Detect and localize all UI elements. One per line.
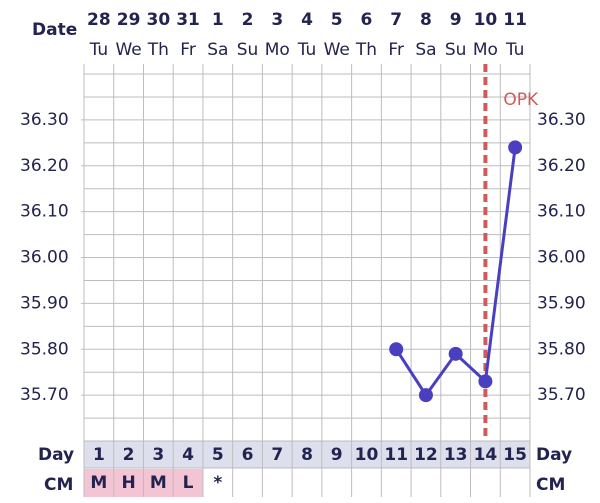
day-number: 12: [414, 445, 438, 465]
temp-point: [389, 342, 404, 357]
y-tick-label: 35.80: [20, 339, 69, 359]
y-tick-label: 36.10: [20, 202, 69, 222]
weekday-label: Tu: [505, 40, 525, 60]
temp-point: [478, 374, 493, 389]
y-tick-label: 36.30: [20, 110, 69, 130]
cm-cell: [173, 469, 203, 497]
opk-label: OPK: [503, 90, 539, 110]
weekday-label: Th: [147, 40, 169, 60]
day-number: 8: [301, 445, 313, 465]
y-tick-label: 36.30: [537, 110, 586, 130]
y-tick-label: 35.80: [537, 339, 586, 359]
weekday-label: Sa: [207, 40, 228, 60]
date-label: 10: [474, 10, 498, 30]
y-tick-label: 36.20: [20, 156, 69, 176]
date-label: 29: [117, 10, 141, 30]
day-number: 10: [355, 445, 379, 465]
cm-label: CM: [44, 475, 73, 495]
temp-point: [508, 140, 523, 155]
day-number: 13: [444, 445, 468, 465]
day-label: Day: [536, 445, 572, 465]
cm-cell: [113, 469, 144, 497]
day-number: 15: [503, 445, 527, 465]
temp-point: [448, 346, 463, 361]
y-tick-label: 36.20: [537, 156, 586, 176]
day-number: 4: [182, 445, 194, 465]
weekday-label: Mo: [265, 40, 290, 60]
y-tick-label: 36.00: [20, 248, 69, 268]
day-number: 9: [331, 445, 343, 465]
y-tick-label: 35.70: [537, 385, 586, 405]
y-tick-label: 35.70: [20, 385, 69, 405]
date-label: 4: [301, 10, 313, 30]
weekday-label: Mo: [473, 40, 498, 60]
weekday-label: Su: [237, 40, 259, 60]
cm-value: *: [213, 473, 222, 493]
weekday-label: Th: [355, 40, 377, 60]
day-number: 7: [271, 445, 283, 465]
date-label: 3: [271, 10, 283, 30]
date-label: 11: [503, 10, 527, 30]
day-row: [84, 441, 530, 468]
temp-point: [418, 388, 433, 403]
day-label: Day: [38, 445, 74, 465]
date-label: Date: [32, 20, 77, 40]
weekday-label: We: [115, 40, 141, 60]
weekday-label: Tu: [297, 40, 317, 60]
weekday-label: Fr: [180, 40, 196, 60]
date-label: 7: [390, 10, 402, 30]
weekday-label: Su: [445, 40, 467, 60]
date-label: 2: [242, 10, 254, 30]
date-label: 28: [87, 10, 111, 30]
weekday-label: We: [324, 40, 350, 60]
day-number: 3: [152, 445, 164, 465]
weekday-label: Fr: [388, 40, 404, 60]
day-number: 11: [384, 445, 408, 465]
day-number: 14: [474, 445, 498, 465]
cm-cell: [84, 469, 114, 497]
date-label: 1: [212, 10, 224, 30]
date-label: 6: [361, 10, 373, 30]
date-label: 8: [420, 10, 432, 30]
date-label: 31: [176, 10, 200, 30]
date-label: 9: [450, 10, 462, 30]
day-number: 2: [123, 445, 135, 465]
cm-value: L: [183, 473, 194, 493]
weekday-label: Tu: [89, 40, 109, 60]
day-number: 6: [242, 445, 254, 465]
date-label: 5: [331, 10, 343, 30]
cm-cell: [143, 469, 174, 497]
y-tick-label: 36.00: [537, 248, 586, 268]
y-tick-label: 35.90: [20, 293, 69, 313]
y-tick-label: 35.90: [537, 293, 586, 313]
y-tick-label: 36.10: [537, 202, 586, 222]
cm-value: M: [150, 473, 167, 493]
cm-value: M: [90, 473, 107, 493]
day-number: 1: [93, 445, 105, 465]
weekday-label: Sa: [415, 40, 436, 60]
date-label: 30: [146, 10, 170, 30]
cm-label: CM: [536, 475, 565, 495]
day-number: 5: [212, 445, 224, 465]
cm-value: H: [121, 473, 135, 493]
